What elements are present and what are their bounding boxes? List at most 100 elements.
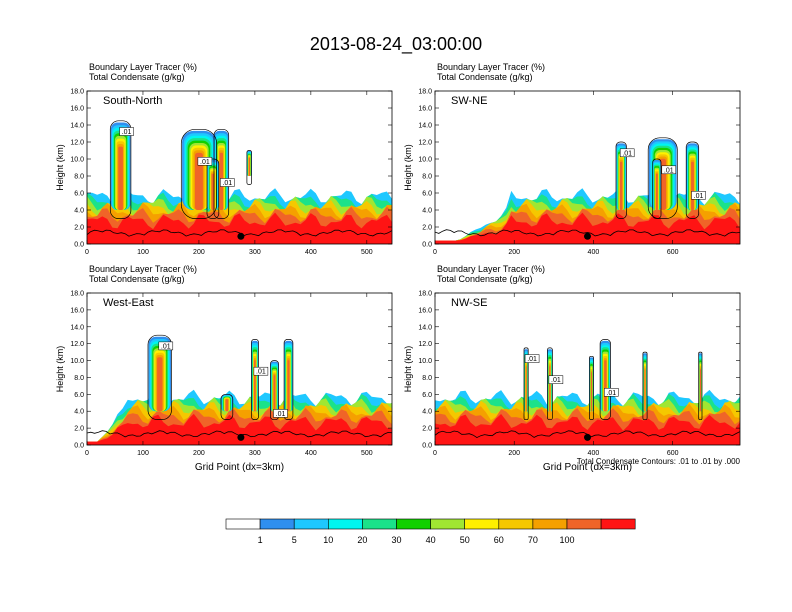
y-tick-label: 16.0 bbox=[70, 106, 84, 113]
colorbar-label: 60 bbox=[494, 535, 504, 545]
y-tick-label: 2.0 bbox=[74, 225, 84, 232]
figure-title: 2013-08-24_03:00:00 bbox=[310, 34, 482, 55]
x-tick-label: 200 bbox=[508, 249, 520, 256]
x-tick-label: 500 bbox=[361, 249, 373, 256]
y-tick-label: 8.0 bbox=[74, 174, 84, 181]
colorbar-swatch bbox=[362, 518, 397, 530]
x-tick-label: 0 bbox=[85, 450, 89, 457]
y-tick-label: 18.0 bbox=[70, 89, 84, 96]
contour-label-text: .01 bbox=[276, 411, 286, 418]
contour-label-text: .01 bbox=[122, 129, 132, 136]
x-tick-label: 100 bbox=[137, 450, 149, 457]
location-marker bbox=[584, 433, 591, 441]
contour-label-text: .01 bbox=[551, 377, 561, 384]
location-marker bbox=[237, 433, 245, 441]
convective-plume bbox=[248, 157, 250, 176]
y-tick-label: 12.0 bbox=[70, 341, 84, 348]
y-tick-label: 14.0 bbox=[418, 123, 432, 130]
contour-label: .01 bbox=[273, 409, 288, 418]
convective-plume bbox=[620, 161, 623, 210]
y-tick-label: 4.0 bbox=[74, 409, 84, 416]
x-tick-label: 0 bbox=[433, 450, 437, 457]
colorbar-label: 50 bbox=[460, 535, 470, 545]
contour-label: .01 bbox=[253, 366, 269, 376]
plot-area: .01 .01 .01 bbox=[435, 339, 740, 445]
panel-subtitle: Boundary Layer Tracer (%) bbox=[437, 264, 545, 274]
x-tick-label: 500 bbox=[361, 450, 373, 457]
y-axis-label: Height (km) bbox=[403, 144, 413, 191]
condensate-contour bbox=[220, 393, 234, 420]
y-tick-label: 2.0 bbox=[74, 426, 84, 433]
condensate-contour bbox=[523, 347, 529, 421]
x-tick-label: 300 bbox=[249, 249, 261, 256]
panel-subtitle: Boundary Layer Tracer (%) bbox=[89, 62, 197, 72]
y-tick-label: 8.0 bbox=[422, 375, 432, 382]
convective-plume bbox=[644, 369, 646, 412]
y-tick-label: 14.0 bbox=[70, 123, 84, 130]
y-tick-label: 14.0 bbox=[418, 324, 432, 331]
contour-label: .01 bbox=[524, 354, 540, 363]
terrain-line bbox=[435, 229, 740, 237]
colorbar-swatch bbox=[464, 518, 500, 530]
contour-label: .01 bbox=[220, 178, 235, 187]
condensate-contour bbox=[647, 137, 678, 219]
y-tick-label: 8.0 bbox=[422, 174, 432, 181]
panels: .01 .01 .01 0.0 2.0 4.0 6.0 8.0 10.0 12.0 14.0 16.0… bbox=[55, 62, 741, 473]
condensate-contour bbox=[652, 158, 662, 219]
colorbar-swatch bbox=[498, 518, 534, 530]
y-tick-label: 18.0 bbox=[418, 89, 432, 96]
colorbar-label: 100 bbox=[559, 535, 574, 545]
convective-plume bbox=[655, 173, 658, 210]
condensate-contour bbox=[109, 120, 132, 219]
y-tick-label: 0.0 bbox=[422, 242, 432, 249]
panel-subtitle: Total Condensate (g/kg) bbox=[89, 72, 185, 82]
x-axis-label: Grid Point (dx=3km) bbox=[195, 462, 284, 473]
condensate-contour bbox=[615, 141, 627, 219]
colorbar-label: 30 bbox=[391, 535, 401, 545]
contour-label-text: .01 bbox=[222, 180, 232, 187]
convective-plume bbox=[525, 366, 527, 412]
contour-label: .01 bbox=[119, 127, 134, 136]
colorbar-swatch bbox=[225, 518, 261, 530]
contour-label-box bbox=[619, 148, 635, 158]
y-tick-label: 6.0 bbox=[422, 392, 432, 399]
y-tick-label: 16.0 bbox=[70, 307, 84, 314]
contour-label-box bbox=[158, 341, 174, 351]
x-tick-label: 100 bbox=[137, 249, 149, 256]
plot-area: .01 .01 .01 bbox=[87, 120, 392, 244]
contour-label-text: .01 bbox=[161, 343, 171, 350]
colorbar-swatch bbox=[259, 518, 295, 530]
convective-plume bbox=[195, 152, 203, 210]
colorbar-swatch bbox=[430, 518, 466, 530]
colorbar-swatch bbox=[396, 518, 431, 530]
contour-label-text: .01 bbox=[256, 369, 266, 376]
condensate-contour bbox=[685, 141, 700, 219]
colorbar-swatch bbox=[566, 518, 602, 530]
bl-tracer-band bbox=[435, 414, 740, 445]
panel-subtitle: Boundary Layer Tracer (%) bbox=[437, 62, 545, 72]
x-tick-label: 600 bbox=[667, 450, 679, 457]
convective-plume bbox=[604, 360, 607, 412]
colorbar-label: 1 bbox=[258, 535, 263, 545]
condensate-contour bbox=[599, 339, 611, 420]
x-tick-label: 400 bbox=[588, 249, 600, 256]
y-tick-label: 2.0 bbox=[422, 426, 432, 433]
convective-plume bbox=[287, 360, 290, 412]
convective-plume bbox=[157, 357, 163, 412]
contour-label: .01 bbox=[619, 148, 635, 158]
panel-name: South-North bbox=[103, 95, 162, 107]
condensate-contour bbox=[698, 351, 703, 421]
contour-label: .01 bbox=[691, 191, 706, 200]
y-tick-label: 10.0 bbox=[70, 358, 84, 365]
panel-south-north: .01 .01 .01 0.0 2.0 4.0 6.0 8.0 10.0 12.0 14.0 16.0… bbox=[55, 62, 393, 256]
panel-west-east: .01 .01 .01 0.0 2.0 4.0 6.0 8.0 10.0 12.0 14.0 16.0… bbox=[55, 264, 393, 473]
contour-label-text: .01 bbox=[694, 193, 704, 200]
y-tick-label: 10.0 bbox=[70, 157, 84, 164]
plot-frame bbox=[434, 292, 741, 446]
plot-area: .01 .01 .01 bbox=[87, 334, 392, 445]
colorbar-label: 5 bbox=[292, 535, 297, 545]
terrain-line bbox=[87, 229, 392, 237]
plot-area: .01 .01 .01 bbox=[435, 137, 740, 244]
y-tick-label: 10.0 bbox=[418, 358, 432, 365]
y-tick-label: 12.0 bbox=[418, 140, 432, 147]
